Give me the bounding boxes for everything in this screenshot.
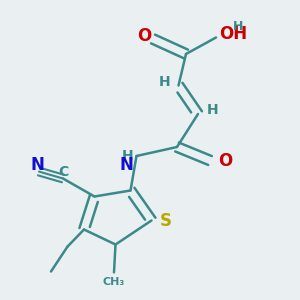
Text: O: O [218, 152, 233, 169]
Text: OH: OH [219, 25, 247, 43]
Text: C: C [58, 165, 68, 179]
Text: N: N [120, 156, 134, 174]
Text: H: H [158, 75, 170, 89]
Text: H: H [122, 149, 134, 163]
Text: H: H [232, 20, 243, 33]
Text: O: O [137, 27, 151, 45]
Text: N: N [31, 156, 44, 174]
Text: CH₃: CH₃ [103, 277, 125, 287]
Text: H: H [207, 103, 219, 117]
Text: S: S [160, 212, 172, 230]
